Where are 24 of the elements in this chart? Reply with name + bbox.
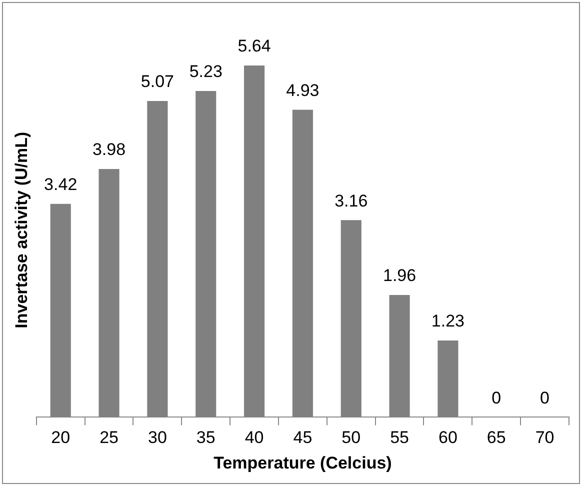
x-tick-label: 25 [100,428,118,448]
x-tick-label: 70 [535,428,554,448]
x-tick-label: 40 [244,428,264,448]
data-label: 1.96 [382,266,416,286]
x-tick-label: 20 [51,428,70,448]
data-label: 1.23 [431,312,464,331]
x-axis-title: Temperature (Celcius) [214,453,392,472]
x-tick-label: 50 [342,428,361,448]
data-label: 3.98 [92,140,126,160]
data-label: 0 [540,388,550,408]
data-label: 5.07 [140,72,174,92]
data-label: 3.16 [334,191,368,210]
x-tick-label: 55 [390,428,409,448]
x-tick-label: 30 [148,428,167,448]
x-tick-label: 60 [438,428,458,448]
data-label: 5.23 [189,62,222,82]
x-tick-label: 65 [486,428,506,448]
data-label: 4.93 [286,80,320,100]
data-label: 0 [492,388,502,408]
y-axis-title: Invertase activity (U/mL) [12,132,31,328]
data-label: 3.42 [44,175,78,194]
x-tick-label: 35 [196,428,216,448]
x-tick-label: 45 [293,428,312,448]
data-label: 5.64 [238,36,271,56]
